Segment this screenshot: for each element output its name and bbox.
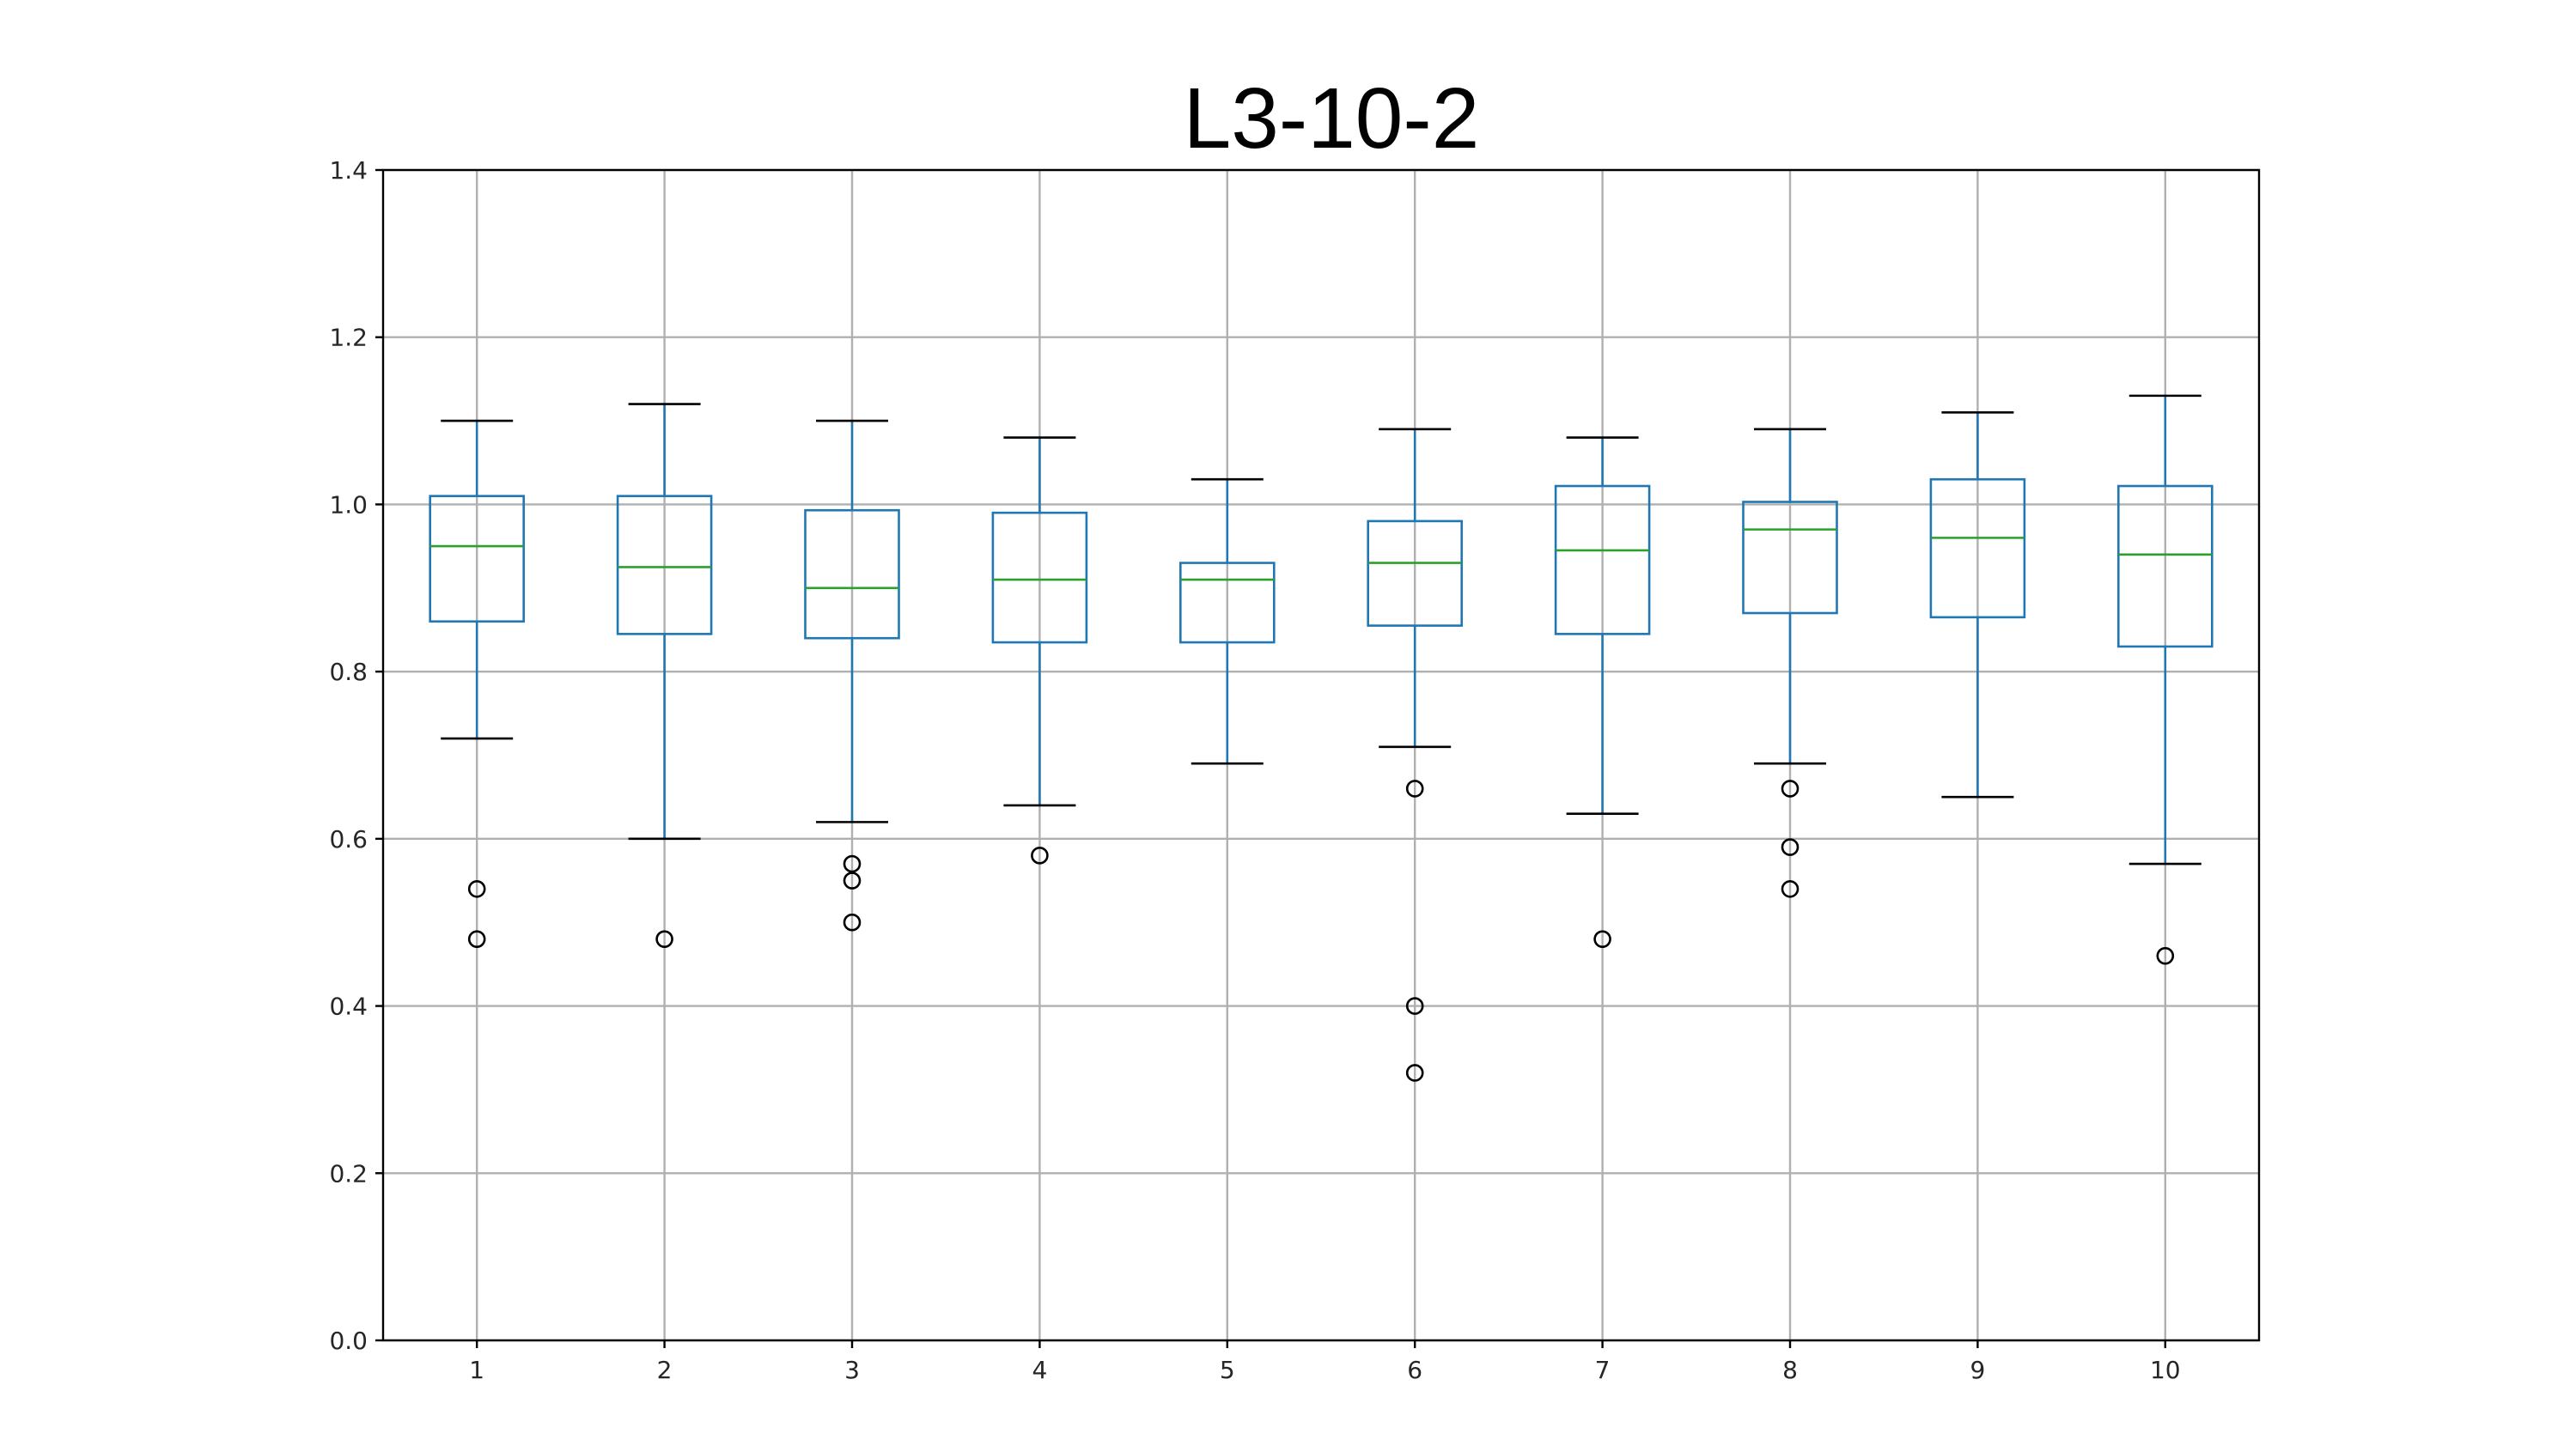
x-tick-label: 7 (1595, 1356, 1611, 1384)
flier-point (1031, 847, 1049, 865)
x-tick-label: 1 (469, 1356, 484, 1384)
box-iqr (429, 495, 526, 623)
x-tick-label: 2 (657, 1356, 673, 1384)
box-iqr (2117, 484, 2214, 648)
flier-point (655, 930, 673, 948)
flier-point (1781, 780, 1800, 798)
flier-point (467, 930, 486, 948)
flier-point (1405, 997, 1424, 1015)
box-group-5 (1179, 477, 1276, 765)
box-group-6 (1367, 428, 1463, 1082)
y-tick-label: 0.4 (329, 993, 368, 1021)
box-layer (429, 394, 2214, 1082)
y-tick-label: 1.2 (329, 324, 368, 352)
y-tick-label: 1.0 (329, 490, 368, 519)
flier-point (1405, 1064, 1424, 1082)
box-iqr (1742, 501, 1838, 615)
box-iqr (804, 508, 900, 640)
box-group-3 (804, 419, 900, 932)
x-tick-label: 10 (2150, 1356, 2181, 1384)
box-group-2 (616, 403, 713, 948)
flier-point (2156, 946, 2175, 965)
flier-point (843, 872, 862, 890)
box-group-8 (1742, 428, 1838, 898)
box-iqr (1179, 562, 1276, 644)
x-tick-label: 9 (1970, 1356, 1985, 1384)
flier-point (843, 913, 862, 932)
flier-point (467, 879, 486, 898)
box-iqr (991, 511, 1088, 644)
box-group-9 (1929, 411, 2026, 799)
y-tick-label: 0.8 (329, 658, 368, 686)
box-group-10 (2117, 394, 2214, 965)
y-tick-label: 0.0 (329, 1327, 368, 1355)
box-iqr (1367, 519, 1463, 627)
x-tick-label: 5 (1220, 1356, 1235, 1384)
axis-layer (381, 168, 2261, 1342)
x-tick-label: 4 (1032, 1356, 1047, 1384)
x-tick-label: 3 (844, 1356, 860, 1384)
tick-layer: 0.0 0.2 0.4 0.6 0.8 1.0 1.2 1.4 1 2 3 4 5 6 7 8 9 10 (329, 156, 2180, 1384)
flier-point (843, 854, 862, 873)
axes-frame (381, 168, 2261, 1342)
flier-point (1781, 879, 1800, 898)
y-tick-label: 0.6 (329, 825, 368, 854)
y-tick-label: 0.2 (329, 1159, 368, 1188)
box-iqr (616, 495, 713, 635)
x-tick-label: 6 (1407, 1356, 1422, 1384)
y-tick-label: 1.4 (329, 156, 368, 185)
box-group-1 (429, 419, 526, 948)
box-iqr (1929, 477, 2026, 619)
box-group-7 (1554, 436, 1651, 948)
flier-point (1593, 930, 1611, 948)
flier-point (1781, 838, 1800, 856)
x-tick-label: 8 (1782, 1356, 1798, 1384)
chart-title: L3-10-2 (1184, 70, 1480, 167)
box-group-4 (991, 436, 1088, 865)
flier-point (1405, 780, 1424, 798)
box-iqr (1554, 484, 1651, 635)
